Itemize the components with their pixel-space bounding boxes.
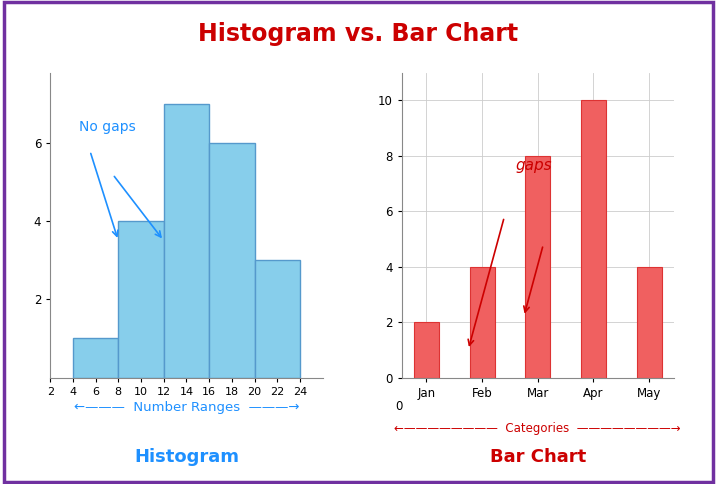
Bar [414,322,439,378]
Text: Histogram: Histogram [134,448,239,467]
Text: No gaps: No gaps [79,120,136,134]
Bar [209,143,255,378]
Bar [255,260,300,378]
Text: ←————————  Categories  ————————→: ←———————— Categories ————————→ [394,422,681,435]
Text: 0: 0 [395,400,402,413]
Bar [73,338,118,378]
Text: Bar Chart: Bar Chart [490,448,586,467]
Text: gaps: gaps [516,158,552,173]
Bar [470,267,495,378]
Bar [163,104,209,378]
Bar [526,156,550,378]
Bar [581,100,606,378]
Bar [118,221,163,378]
Text: Histogram vs. Bar Chart: Histogram vs. Bar Chart [199,22,518,46]
Bar [637,267,662,378]
X-axis label: ←———  Number Ranges  ———→: ←——— Number Ranges ———→ [74,401,299,414]
